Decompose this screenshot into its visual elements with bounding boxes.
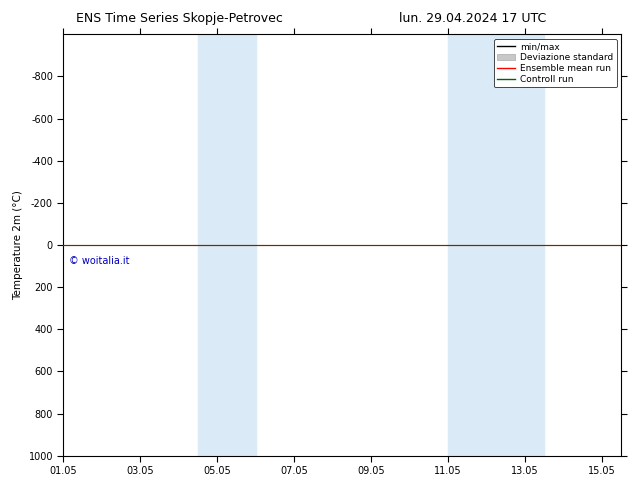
Text: © woitalia.it: © woitalia.it: [69, 256, 130, 266]
Bar: [198, 34, 256, 456]
Legend: min/max, Deviazione standard, Ensemble mean run, Controll run: min/max, Deviazione standard, Ensemble m…: [494, 39, 617, 87]
Text: ENS Time Series Skopje-Petrovec: ENS Time Series Skopje-Petrovec: [76, 12, 283, 25]
Bar: [448, 34, 545, 456]
Y-axis label: Temperature 2m (°C): Temperature 2m (°C): [13, 190, 23, 300]
Text: lun. 29.04.2024 17 UTC: lun. 29.04.2024 17 UTC: [399, 12, 547, 25]
